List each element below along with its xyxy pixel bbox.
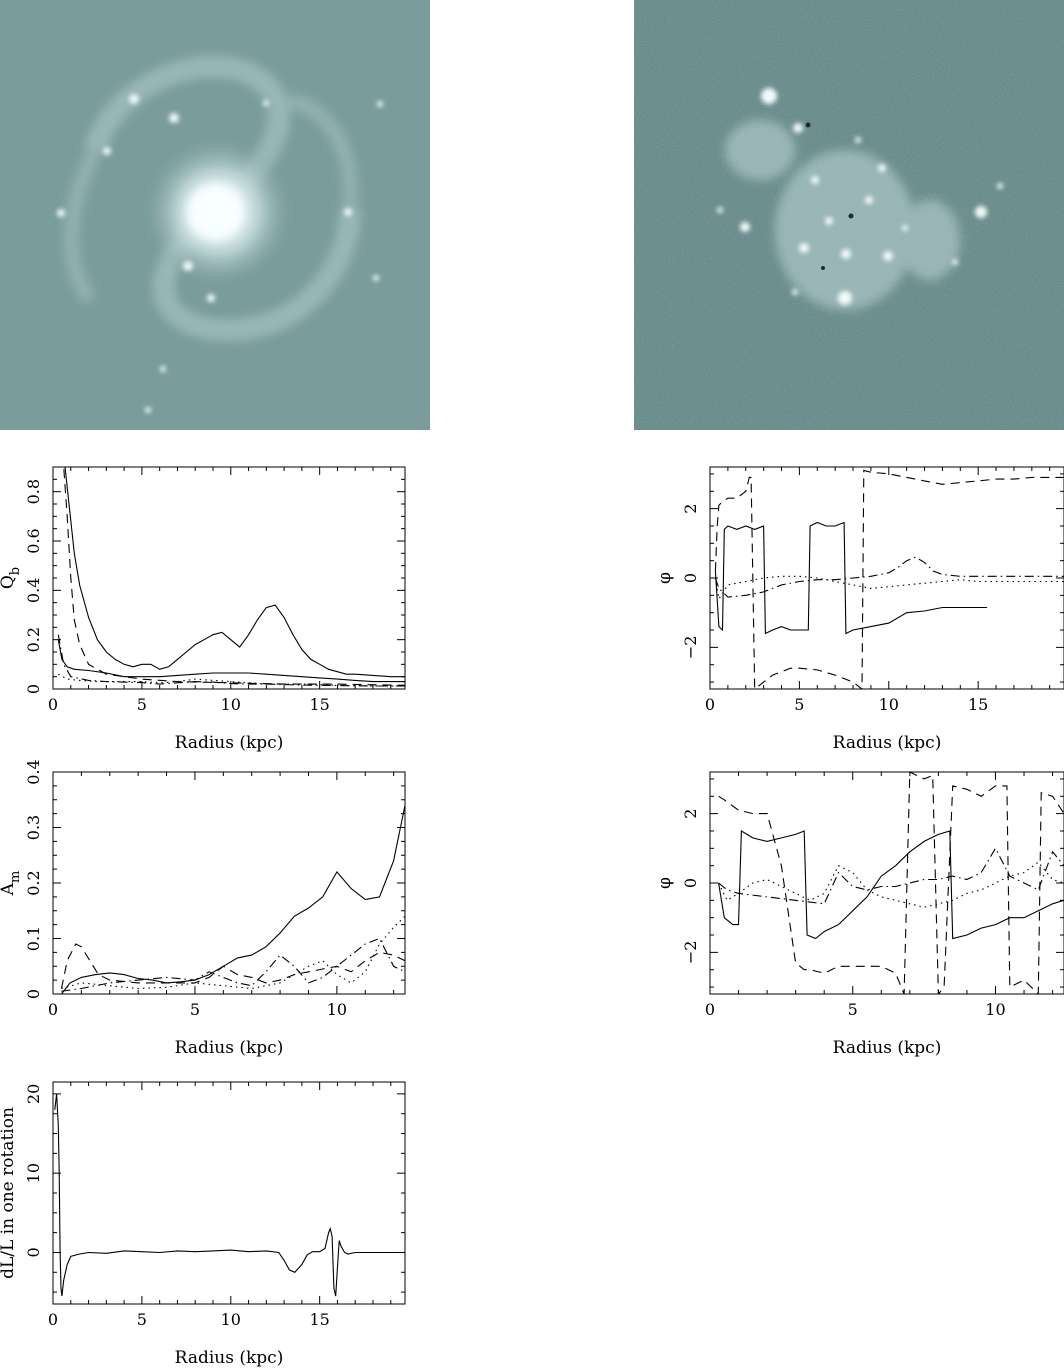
plot-frame bbox=[52, 771, 406, 995]
y-axis-title: φ bbox=[655, 572, 675, 584]
y-tick-label: 0 bbox=[24, 989, 43, 999]
x-tick-label: 0 bbox=[48, 1000, 58, 1019]
series-dashed-line bbox=[718, 772, 1064, 994]
x-tick-label: 10 bbox=[327, 1000, 347, 1019]
x-tick-label: 0 bbox=[48, 695, 58, 714]
y-tick-label: 0.2 bbox=[24, 870, 43, 895]
series-dotted-line bbox=[714, 575, 1064, 601]
x-tick-label: 5 bbox=[137, 1310, 147, 1329]
x-tick-label: 15 bbox=[309, 1310, 329, 1329]
series-solid-line bbox=[61, 805, 405, 994]
y-tick-label: 0 bbox=[681, 878, 700, 888]
plot-frame bbox=[709, 771, 1064, 995]
series-solid-line bbox=[64, 467, 405, 678]
y-axis-title: φ bbox=[655, 877, 675, 889]
chart-dl: 0 5 10 15 0 10 20 Radius (kpc) dL/L in one rotat… bbox=[0, 1081, 406, 1368]
chart-phi2: 0 5 10 −2 0 2 Radius (kpc) φ bbox=[655, 771, 1064, 1058]
y-axis-title: Qb bbox=[0, 567, 23, 589]
x-tick-label: 10 bbox=[879, 695, 899, 714]
y-tick-label: −2 bbox=[681, 941, 700, 965]
x-tick-label: 10 bbox=[221, 695, 241, 714]
y-tick-label: 2 bbox=[681, 504, 700, 514]
y-axis-title: dL/L in one rotation bbox=[0, 1107, 18, 1279]
x-tick-label: 0 bbox=[705, 1000, 715, 1019]
series-solid-line bbox=[57, 639, 405, 683]
plot-frame bbox=[52, 1081, 406, 1305]
y-tick-label: 0.4 bbox=[24, 578, 43, 603]
series-solid-line bbox=[718, 830, 1064, 940]
y-tick-label: 0.6 bbox=[24, 528, 43, 553]
x-tick-label: 5 bbox=[190, 1000, 200, 1019]
x-axis-title: Radius (kpc) bbox=[175, 1038, 284, 1058]
residual-image bbox=[634, 0, 1064, 430]
series-dotted-line bbox=[58, 673, 405, 687]
x-tick-label: 5 bbox=[848, 1000, 858, 1019]
series-dashdot-line bbox=[57, 634, 405, 687]
series-dashdot-line bbox=[718, 847, 1064, 905]
y-tick-label: 0 bbox=[24, 684, 43, 694]
plot-frame bbox=[52, 466, 406, 690]
series-dashed-line bbox=[714, 469, 1064, 689]
chart-phi1: 0 5 10 15 −2 0 2 Radius (kpc) φ bbox=[655, 466, 1064, 753]
plot-frame bbox=[709, 466, 1064, 690]
series-dotted-line bbox=[718, 861, 1064, 908]
series-dotted-line bbox=[61, 915, 405, 990]
y-tick-label: 0.3 bbox=[24, 815, 43, 840]
y-tick-label: 10 bbox=[24, 1163, 43, 1183]
x-axis-title: Radius (kpc) bbox=[833, 1038, 942, 1058]
y-tick-label: 20 bbox=[24, 1084, 43, 1104]
chart-am: 0 5 10 0 0.1 0.2 0.3 0.4 Radius (kpc) Am bbox=[0, 759, 406, 1058]
x-tick-label: 0 bbox=[48, 1310, 58, 1329]
x-tick-label: 5 bbox=[137, 695, 147, 714]
x-tick-label: 10 bbox=[221, 1310, 241, 1329]
y-tick-label: 0.4 bbox=[24, 759, 43, 784]
chart-qb: 0 5 10 15 0 0.2 0.4 0.6 0.8 Radius (kpc) Qb bbox=[0, 466, 406, 753]
series-dashed-line bbox=[63, 467, 405, 686]
x-axis-title: Radius (kpc) bbox=[175, 733, 284, 753]
series-solid-line bbox=[714, 521, 988, 635]
series-dashed-line bbox=[60, 943, 405, 989]
y-tick-label: 0 bbox=[681, 573, 700, 583]
series-dashdot-line bbox=[714, 556, 1064, 598]
y-tick-label: 0.8 bbox=[24, 479, 43, 504]
x-tick-label: 15 bbox=[968, 695, 988, 714]
y-axis-title: Am bbox=[0, 871, 23, 897]
x-tick-label: 0 bbox=[705, 695, 715, 714]
x-axis-title: Radius (kpc) bbox=[175, 1348, 284, 1368]
x-tick-label: 5 bbox=[794, 695, 804, 714]
y-tick-label: 0.1 bbox=[24, 926, 43, 951]
y-tick-label: 2 bbox=[681, 809, 700, 819]
x-tick-label: 10 bbox=[985, 1000, 1005, 1019]
x-axis-title: Radius (kpc) bbox=[833, 733, 942, 753]
series-dashdot-line bbox=[61, 937, 405, 992]
y-tick-label: −2 bbox=[681, 636, 700, 660]
x-tick-label: 15 bbox=[309, 695, 329, 714]
y-tick-label: 0 bbox=[24, 1247, 43, 1257]
series-solid-line bbox=[54, 1093, 405, 1297]
y-tick-label: 0.2 bbox=[24, 627, 43, 652]
galaxy-image bbox=[0, 0, 430, 430]
